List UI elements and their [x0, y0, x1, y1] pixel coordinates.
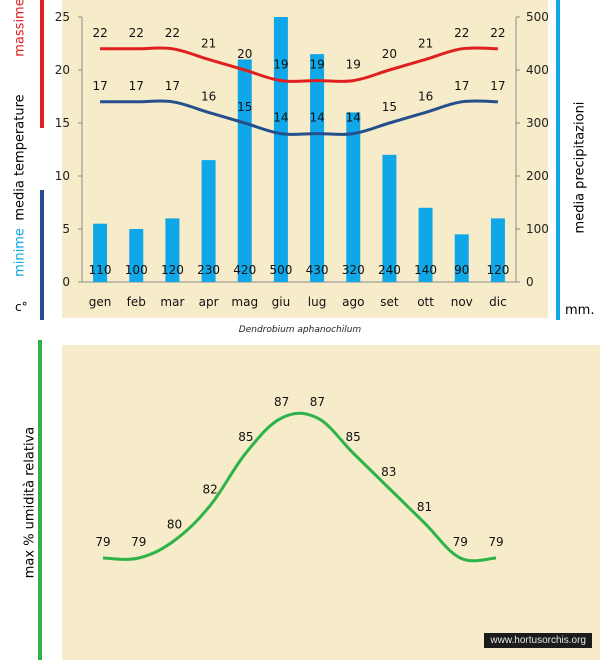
precip-bar	[237, 59, 252, 283]
min-temp-data-label: 14	[309, 111, 324, 125]
month-tick-label: ago	[342, 295, 364, 309]
left-tick-label: 20	[55, 63, 70, 77]
month-tick-label: nov	[451, 295, 473, 309]
precip-data-label: 320	[342, 263, 365, 277]
precip-bar	[310, 54, 325, 282]
max-temp-data-label: 20	[237, 47, 252, 61]
month-tick-label: set	[380, 295, 399, 309]
humidity-data-label: 79	[488, 535, 503, 549]
max-temp-data-label: 21	[418, 36, 433, 50]
min-temp-data-label: 15	[237, 100, 252, 114]
min-temp-data-label: 17	[454, 79, 469, 93]
month-tick-label: ott	[417, 295, 434, 309]
month-tick-label: mar	[160, 295, 184, 309]
month-tick-label: gen	[89, 295, 112, 309]
right-tick-label: 200	[526, 169, 549, 183]
humidity-data-label: 79	[95, 535, 110, 549]
left-tick-label: 0	[62, 275, 70, 289]
precip-bar	[490, 218, 505, 282]
humidity-data-label: 87	[274, 395, 289, 409]
humidity-data-label: 79	[453, 535, 468, 549]
massime-rule	[40, 0, 44, 128]
humidity-data-label: 79	[131, 535, 146, 549]
min-temp-data-label: 16	[418, 89, 433, 103]
precip-data-label: 240	[378, 263, 401, 277]
month-tick-label: lug	[308, 295, 327, 309]
month-tick-label: giu	[272, 295, 291, 309]
precip-bar	[201, 160, 216, 282]
humidity-line	[102, 411, 497, 563]
humidity-data-label: 85	[238, 430, 253, 444]
precip-data-label: 90	[454, 263, 469, 277]
precip-bar	[346, 112, 361, 283]
precip-data-label: 230	[197, 263, 220, 277]
precip-data-label: 430	[306, 263, 329, 277]
month-tick-label: apr	[199, 295, 219, 309]
min-temp-data-label: 15	[382, 100, 397, 114]
min-temp-line	[100, 99, 498, 136]
min-temp-data-label: 14	[273, 111, 288, 125]
max-temp-data-label: 21	[201, 36, 216, 50]
max-temp-data-label: 19	[346, 58, 361, 72]
precip-data-label: 140	[414, 263, 437, 277]
precip-bar	[129, 229, 144, 282]
precip-data-label: 100	[125, 263, 148, 277]
max-temp-data-label: 22	[92, 26, 107, 40]
humidity-chart-panel	[62, 345, 600, 660]
humidity-data-label: 82	[203, 483, 218, 497]
max-temp-line	[100, 46, 498, 83]
humidity-rule	[38, 340, 42, 660]
max-temp-data-label: 22	[165, 26, 180, 40]
precip-bar	[418, 207, 433, 282]
right-tick-label: 500	[526, 10, 549, 24]
right-tick-label: 0	[526, 275, 534, 289]
precip-data-label: 120	[161, 263, 184, 277]
min-temp-data-label: 14	[346, 111, 361, 125]
temperature-unit: c°	[15, 300, 28, 314]
humidity-data-label: 81	[417, 500, 432, 514]
humidity-data-label: 83	[381, 465, 396, 479]
left-tick-label: 25	[55, 10, 70, 24]
max-temp-data-label: 22	[129, 26, 144, 40]
precip-data-label: 110	[89, 263, 112, 277]
climate-chart: 0 5 10 15 20 25 0 100 200 300 400 500 22 22 22 21 20 19 19…	[55, 10, 549, 309]
left-tick-label: 15	[55, 116, 70, 130]
minime-rule	[40, 190, 44, 320]
left-tick-label: 10	[55, 169, 70, 183]
right-tick-label: 400	[526, 63, 549, 77]
precipitation-rule	[556, 0, 560, 320]
min-temp-data-label: 17	[165, 79, 180, 93]
humidity-data-label: 85	[345, 430, 360, 444]
min-temp-data-label: 17	[92, 79, 107, 93]
max-temp-data-label: 22	[454, 26, 469, 40]
precip-bar	[273, 17, 288, 282]
min-temp-data-label: 17	[129, 79, 144, 93]
min-temp-data-label: 17	[490, 79, 505, 93]
precip-bar	[165, 218, 180, 282]
precip-bar	[454, 234, 469, 282]
precip-bar	[382, 154, 397, 282]
right-tick-label: 300	[526, 116, 549, 130]
month-tick-label: mag	[231, 295, 258, 309]
precip-bar	[93, 223, 108, 282]
watermark: www.hortusorchis.org	[484, 633, 592, 648]
month-tick-label: feb	[127, 295, 146, 309]
humidity-data-label: 80	[167, 518, 182, 532]
precipitation-unit: mm.	[565, 303, 595, 318]
humidity-data-label: 87	[310, 395, 325, 409]
precip-data-label: 120	[486, 263, 509, 277]
left-tick-label: 5	[62, 222, 70, 236]
max-temp-data-label: 19	[309, 58, 324, 72]
max-temp-data-label: 19	[273, 58, 288, 72]
min-temp-data-label: 16	[201, 89, 216, 103]
max-temp-data-label: 20	[382, 47, 397, 61]
right-tick-label: 100	[526, 222, 549, 236]
month-tick-label: dic	[489, 295, 507, 309]
precip-data-label: 420	[233, 263, 256, 277]
precip-data-label: 500	[269, 263, 292, 277]
max-temp-data-label: 22	[490, 26, 505, 40]
species-caption: Dendrobium aphanochilum	[238, 325, 362, 335]
